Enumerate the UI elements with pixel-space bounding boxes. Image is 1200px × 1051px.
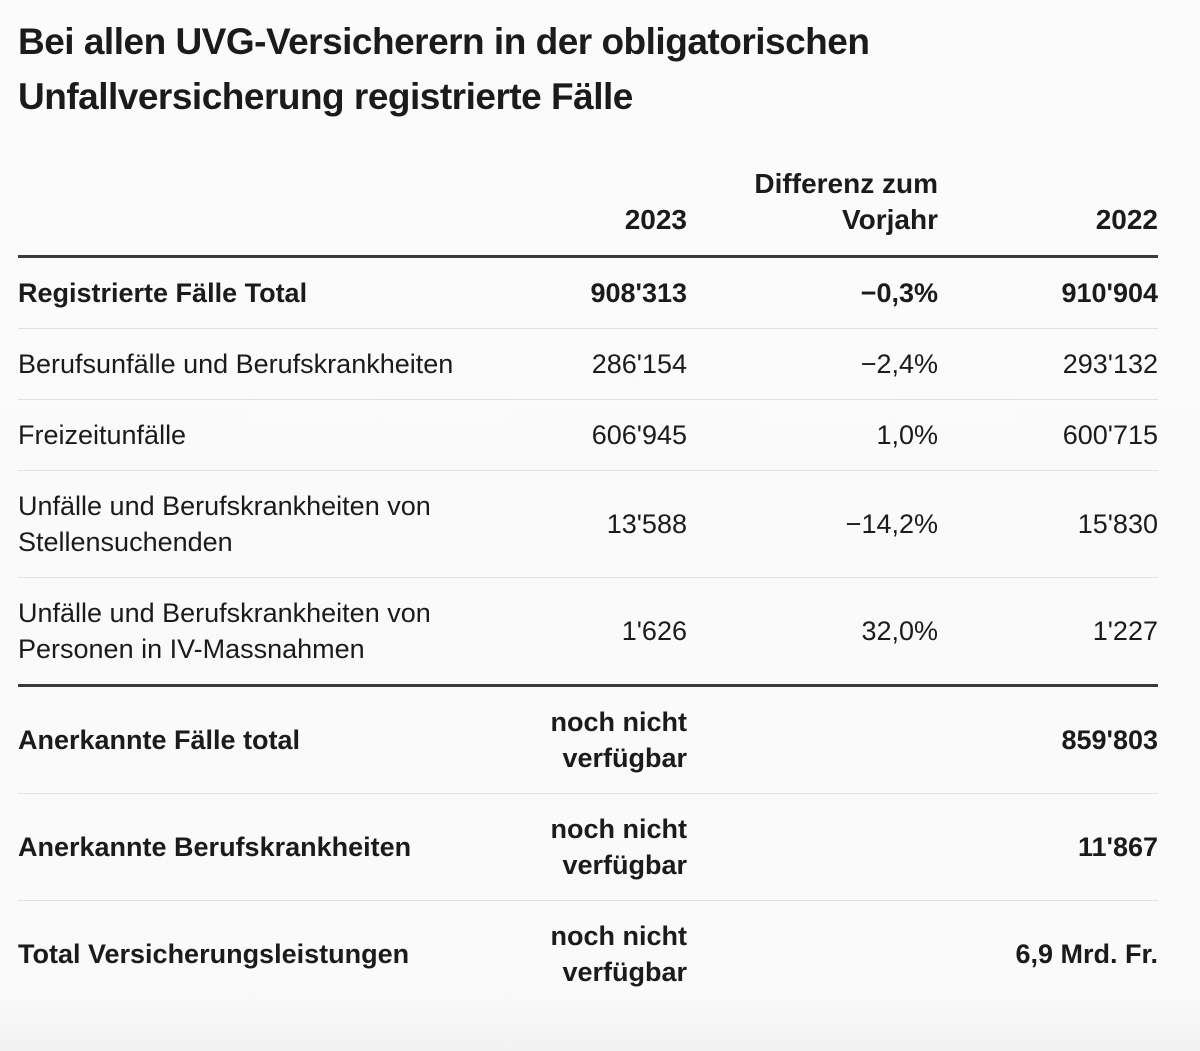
infographic-table: Bei allen UVG-Versicherern in der obliga… [18, 21, 1158, 1007]
value-diff: 32,0% [861, 616, 938, 646]
value-2023: 606'945 [591, 420, 687, 450]
value-diff: 1,0% [876, 420, 938, 450]
value-2022: 1'227 [1092, 616, 1158, 646]
table-row: Freizeitunfälle 606'945 1,0% 600'715 [18, 399, 1158, 470]
table-row: Unfälle und Berufskrankheiten von Person… [18, 577, 1158, 684]
row-label: Berufsunfälle und Berufskrankheiten [18, 349, 454, 379]
table-header-row: 2023 Differenz zum Vorjahr 2022 [18, 166, 1158, 258]
col-header-diff: Differenz zum Vorjahr [754, 168, 938, 235]
page-title: Bei allen UVG-Versicherern in der obliga… [18, 21, 870, 117]
value-2022: 600'715 [1062, 420, 1158, 450]
value-2023: 286'154 [591, 349, 687, 379]
value-2023: 13'588 [606, 509, 687, 539]
value-2022: 6,9 Mrd. Fr. [1015, 939, 1158, 969]
table-row: Anerkannte Berufskrankheiten noch nicht … [18, 793, 1158, 900]
value-2022: 11'867 [1077, 832, 1158, 862]
value-diff: −0,3% [860, 278, 938, 308]
table-row: Unfälle und Berufskrankheiten von Stelle… [18, 470, 1158, 577]
value-2022: 910'904 [1061, 278, 1158, 308]
col-header-2023: 2023 [624, 204, 687, 235]
row-label: Unfälle und Berufskrankheiten von Stelle… [18, 491, 431, 557]
value-2022: 293'132 [1062, 349, 1158, 379]
table-row: Registrierte Fälle Total 908'313 −0,3% 9… [18, 258, 1158, 328]
table-row: Total Versicherungsleistungen noch nicht… [18, 900, 1158, 1007]
value-2023: noch nicht verfügbar [550, 814, 688, 880]
value-2023: 908'313 [590, 278, 687, 308]
col-header-2022: 2022 [1095, 204, 1158, 235]
row-label: Registrierte Fälle Total [18, 278, 308, 308]
value-2023: noch nicht verfügbar [550, 707, 688, 773]
row-label: Total Versicherungsleistungen [18, 939, 410, 969]
value-2022: 859'803 [1061, 725, 1158, 755]
value-2023: noch nicht verfügbar [550, 921, 688, 987]
table-row: Anerkannte Fälle total noch nicht verfüg… [18, 684, 1158, 793]
table-row: Berufsunfälle und Berufskrankheiten 286'… [18, 328, 1158, 399]
row-label: Anerkannte Berufskrankheiten [18, 832, 412, 862]
row-label: Unfälle und Berufskrankheiten von Person… [18, 598, 431, 664]
row-label: Freizeitunfälle [18, 420, 187, 450]
row-label: Anerkannte Fälle total [18, 725, 301, 755]
value-2023: 1'626 [621, 616, 687, 646]
value-diff: −2,4% [860, 349, 938, 379]
value-2022: 15'830 [1077, 509, 1158, 539]
value-diff: −14,2% [845, 509, 938, 539]
